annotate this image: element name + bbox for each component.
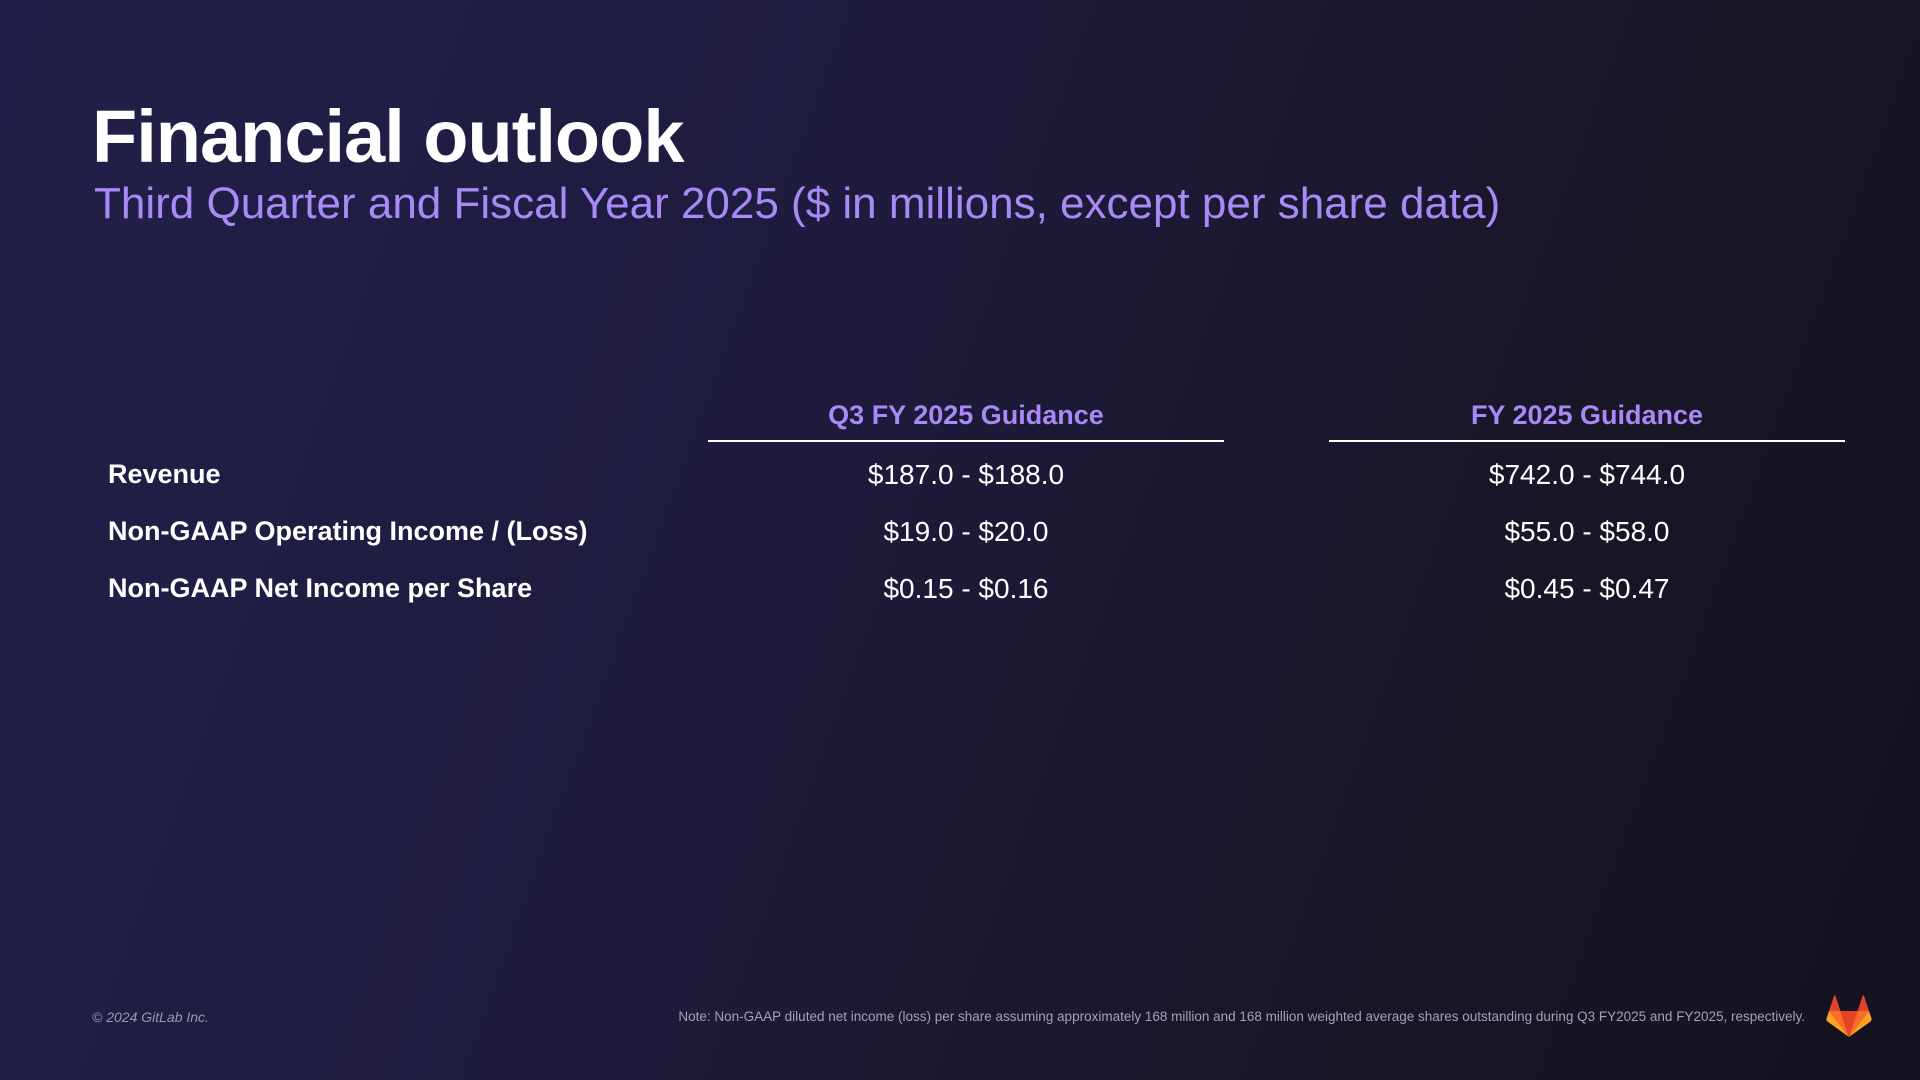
- column-header-q3-guidance: Q3 FY 2025 Guidance: [708, 400, 1224, 442]
- cell-revenue-q3: $187.0 - $188.0: [867, 459, 1065, 490]
- row-label-operating-income: Non-GAAP Operating Income / (Loss): [108, 516, 588, 546]
- cell-revenue-fy: $742.0 - $744.0: [1488, 459, 1686, 490]
- cell-operating-income-fy: $55.0 - $58.0: [1504, 516, 1670, 547]
- column-header-fy-guidance: FY 2025 Guidance: [1329, 400, 1845, 442]
- row-label-net-income-per-share: Non-GAAP Net Income per Share: [108, 573, 533, 603]
- cell-net-income-per-share-fy: $0.45 - $0.47: [1504, 573, 1670, 604]
- copyright-text: © 2024 GitLab Inc.: [92, 1009, 209, 1025]
- gitlab-tanuki-icon: [1826, 994, 1872, 1038]
- footnote: Note: Non-GAAP diluted net income (loss)…: [678, 1009, 1805, 1024]
- cell-operating-income-q3: $19.0 - $20.0: [883, 516, 1049, 547]
- slide-subtitle: Third Quarter and Fiscal Year 2025 ($ in…: [94, 179, 1501, 228]
- row-label-revenue: Revenue: [108, 459, 221, 489]
- cell-net-income-per-share-q3: $0.15 - $0.16: [883, 573, 1049, 604]
- slide-title: Financial outlook: [92, 95, 684, 178]
